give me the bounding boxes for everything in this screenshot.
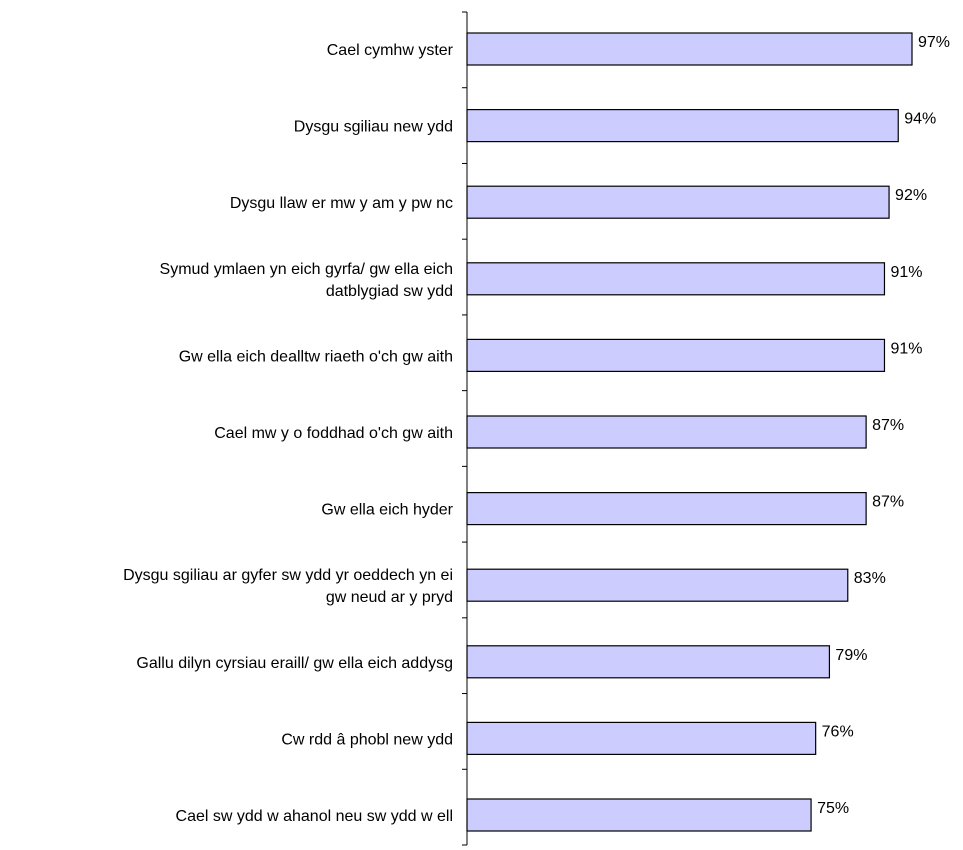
bar [466,338,886,372]
category-tick-label: Dysgu sgiliau new ydd [294,119,453,136]
category-tick-label: Cael sw ydd w ahanol neu sw ydd w ell [176,808,453,825]
axis-layer [462,11,468,846]
data-label: 91% [890,264,922,281]
data-label: 87% [872,417,904,434]
bar [466,798,812,832]
data-label: 79% [835,647,867,664]
category-tick-label: Cw rdd â phobl new ydd [281,731,453,748]
bar [466,185,890,219]
bar [466,415,867,449]
bar [466,721,817,756]
category-tick-label: datblygiad sw ydd [326,283,453,300]
category-tick-label: Dysgu llaw er mw y am y pw nc [230,195,453,212]
label-layer: 97% Cael cymhw yster 94% Dysgu sgiliau new … [123,34,950,825]
bar [466,32,913,66]
category-tick-label: Gw ella eich hyder [321,502,453,519]
bar [466,262,886,296]
category-tick-label: Gallu dilyn cyrsiau eraill/ gw ella eich… [136,655,453,672]
data-label: 97% [918,34,950,51]
data-label: 87% [872,494,904,511]
data-label: 83% [854,570,886,587]
category-tick-label: Cael mw y o foddhad o'ch gw aith [214,425,453,442]
data-label: 76% [822,723,854,740]
bar-layer [466,32,913,832]
data-label: 92% [895,187,927,204]
data-label: 75% [817,800,849,817]
category-tick-label: Dysgu sgiliau ar gyfer sw ydd yr oeddech… [123,567,453,584]
category-tick-label: Symud ymlaen yn eich gyrfa/ gw ella eich [160,261,453,278]
bar [466,645,831,679]
data-label: 94% [904,111,936,128]
bar [466,108,899,143]
bar [466,568,849,602]
category-tick-label: Cael cymhw yster [327,42,454,59]
category-tick-label: Gw ella eich dealltw riaeth o'ch gw aith [179,348,453,365]
data-label: 91% [890,340,922,357]
bar [466,492,867,526]
category-tick-label: gw neud ar y pryd [326,589,453,606]
